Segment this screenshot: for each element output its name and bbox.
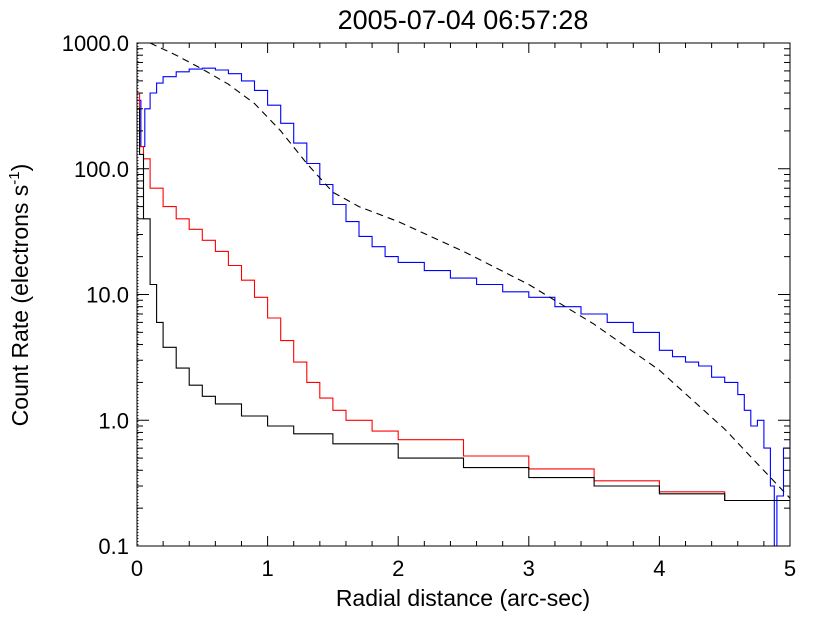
x-tick-label: 3 [523, 556, 535, 581]
y-axis-label-superscript: -1 [6, 171, 23, 184]
chart-title: 2005-07-04 06:57:28 [338, 5, 589, 35]
x-tick-label: 1 [261, 556, 273, 581]
y-axis-label-main: Count Rate (electrons s [7, 185, 33, 427]
plot-frame [136, 42, 791, 547]
y-tick-label: 1000.0 [62, 31, 129, 56]
axes: 0 1 2 3 4 5 0.1 1.0 10.0 100.0 1000.0 [62, 31, 796, 581]
x-axis-label: Radial distance (arc-sec) [336, 585, 590, 611]
y-tick-label: 0.1 [98, 534, 129, 559]
series-line-2 [137, 92, 790, 511]
y-tick-label: 1.0 [98, 408, 129, 433]
x-tick-label: 2 [392, 556, 404, 581]
x-tick-label: 0 [131, 556, 143, 581]
y-axis-label: Count Rate (electrons s-1) [6, 164, 33, 427]
x-tick-label: 5 [784, 556, 796, 581]
series-line-3 [137, 108, 790, 509]
y-tick-label: 100.0 [74, 157, 129, 182]
y-tick-label: 10.0 [86, 283, 129, 308]
series-line-4 [149, 43, 790, 499]
y-axis-label-close: ) [7, 164, 33, 172]
x-tick-label: 4 [653, 556, 665, 581]
series-line-1 [137, 67, 790, 546]
plot-content [137, 43, 790, 546]
